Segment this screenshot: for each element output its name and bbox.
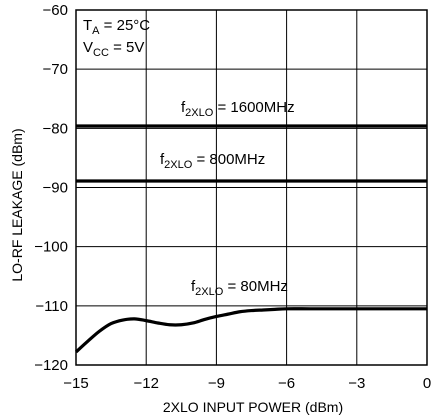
condition-ta-rest: = 25°C <box>100 17 151 34</box>
x-tick-label: 0 <box>423 375 431 392</box>
plot-series <box>74 124 427 354</box>
y-tick-label: −110 <box>35 298 68 315</box>
condition-ta-main: T <box>83 17 92 34</box>
plot-grid <box>76 10 427 365</box>
y-tick-label: −70 <box>43 61 68 78</box>
x-tick-label: −9 <box>208 375 225 392</box>
condition-ta-sub: A <box>92 25 100 37</box>
x-tick-label: −15 <box>63 375 88 392</box>
condition-vcc-rest: = 5V <box>109 39 144 56</box>
plot-frame <box>75 9 428 366</box>
series-label-80mhz-main: f <box>191 278 196 295</box>
series-label-80mhz-rest: = 80MHz <box>223 278 288 295</box>
series-label-800mhz-main: f <box>160 151 165 168</box>
y-tick-label: −100 <box>34 239 68 256</box>
condition-vcc-sub: CC <box>93 47 109 59</box>
series-label-800mhz-sub: 2XLO <box>164 159 193 171</box>
series-line-80mhz <box>74 307 427 354</box>
y-tick-label: −60 <box>43 2 68 19</box>
series-label-1600mhz: f2XLO = 1600MHz <box>181 99 295 119</box>
y-tick-label: −120 <box>34 357 68 374</box>
x-tick-label: −6 <box>278 375 295 392</box>
series-label-800mhz: f2XLO = 800MHz <box>160 151 265 171</box>
series-label-80mhz: f2XLO = 80MHz <box>191 278 288 298</box>
condition-ta: TA = 25°C <box>83 17 150 37</box>
series-label-1600mhz-main: f <box>181 99 186 116</box>
y-tick-label: −90 <box>43 180 68 197</box>
x-axis-title: 2XLO INPUT POWER (dBm) <box>163 399 343 415</box>
series-label-1600mhz-rest: = 1600MHz <box>213 99 294 116</box>
y-axis-title: LO-RF LEAKAGE (dBm) <box>9 128 25 281</box>
x-tick-label: −3 <box>348 375 365 392</box>
series-label-800mhz-rest: = 800MHz <box>192 151 265 168</box>
condition-vcc: VCC = 5V <box>83 39 144 59</box>
y-tick-label: −80 <box>43 120 68 137</box>
x-tick-label: −12 <box>133 375 158 392</box>
series-label-80mhz-sub: 2XLO <box>195 286 224 298</box>
condition-vcc-main: V <box>83 39 93 56</box>
series-label-1600mhz-sub: 2XLO <box>185 107 214 119</box>
tick-labels: −15 −12 −9 −6 −3 0 −60 −70 −80 −90 −100 −110 −120 <box>34 2 431 392</box>
